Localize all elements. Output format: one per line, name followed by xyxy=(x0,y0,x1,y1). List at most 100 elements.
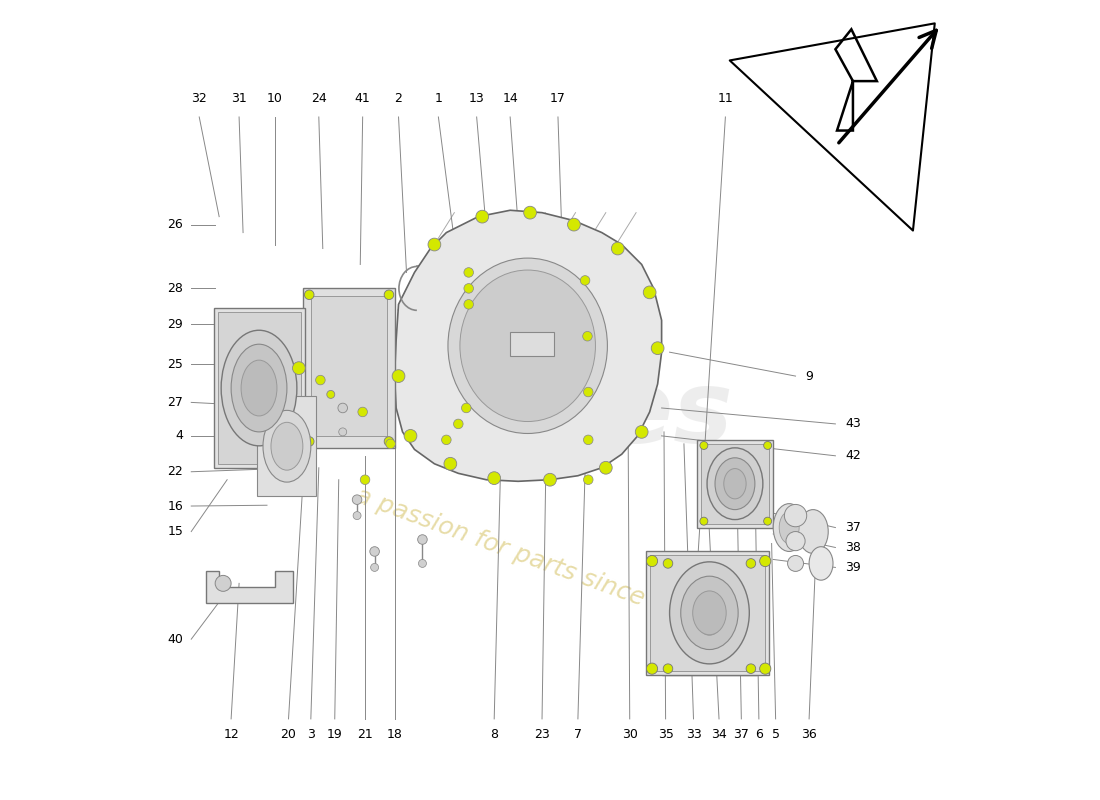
Circle shape xyxy=(464,299,473,309)
Circle shape xyxy=(524,206,537,219)
Circle shape xyxy=(358,407,367,417)
Ellipse shape xyxy=(695,595,724,635)
Text: 27: 27 xyxy=(167,396,184,409)
Text: 33: 33 xyxy=(685,729,702,742)
Circle shape xyxy=(647,663,658,674)
Circle shape xyxy=(464,284,473,293)
Circle shape xyxy=(583,331,592,341)
Ellipse shape xyxy=(681,576,738,650)
Circle shape xyxy=(583,435,593,445)
Text: 19: 19 xyxy=(327,729,342,742)
Text: 13: 13 xyxy=(469,92,484,105)
Circle shape xyxy=(583,387,593,397)
Circle shape xyxy=(404,430,417,442)
Circle shape xyxy=(305,290,314,299)
Ellipse shape xyxy=(670,562,749,664)
Circle shape xyxy=(353,512,361,519)
Circle shape xyxy=(293,362,306,374)
Text: 39: 39 xyxy=(845,561,860,574)
Text: 8: 8 xyxy=(491,729,498,742)
Circle shape xyxy=(453,419,463,429)
Circle shape xyxy=(600,462,613,474)
Ellipse shape xyxy=(271,422,303,470)
Text: 25: 25 xyxy=(167,358,184,370)
Text: 23: 23 xyxy=(535,729,550,742)
Circle shape xyxy=(786,531,805,550)
Circle shape xyxy=(760,663,771,674)
Ellipse shape xyxy=(773,504,805,551)
Circle shape xyxy=(476,210,488,223)
Bar xyxy=(311,296,386,436)
Circle shape xyxy=(339,428,346,436)
Bar xyxy=(510,332,554,356)
Text: 29: 29 xyxy=(167,318,184,330)
Circle shape xyxy=(371,563,378,571)
Circle shape xyxy=(384,290,394,299)
Text: 4: 4 xyxy=(175,430,184,442)
Circle shape xyxy=(487,472,500,485)
Text: 14: 14 xyxy=(503,92,518,105)
Text: 10: 10 xyxy=(267,92,283,105)
Text: 11: 11 xyxy=(717,92,734,105)
Text: 7: 7 xyxy=(574,729,582,742)
Text: 16: 16 xyxy=(167,499,184,513)
Ellipse shape xyxy=(448,258,607,434)
Circle shape xyxy=(392,370,405,382)
Text: 32: 32 xyxy=(191,92,207,105)
Ellipse shape xyxy=(673,567,746,663)
Polygon shape xyxy=(395,210,661,482)
Circle shape xyxy=(384,437,394,446)
Circle shape xyxy=(352,495,362,505)
Text: 2: 2 xyxy=(395,92,403,105)
Circle shape xyxy=(700,517,708,525)
Text: 37: 37 xyxy=(845,521,861,534)
Bar xyxy=(661,555,757,675)
Circle shape xyxy=(386,439,395,449)
Bar xyxy=(256,396,317,496)
Circle shape xyxy=(216,575,231,591)
Text: 22: 22 xyxy=(167,466,184,478)
Text: 38: 38 xyxy=(845,541,861,554)
Ellipse shape xyxy=(231,344,287,432)
Circle shape xyxy=(568,218,581,231)
Circle shape xyxy=(760,555,771,566)
Text: 5: 5 xyxy=(771,729,780,742)
Ellipse shape xyxy=(693,591,726,634)
Ellipse shape xyxy=(810,546,833,580)
Circle shape xyxy=(316,375,326,385)
Circle shape xyxy=(464,268,473,278)
Circle shape xyxy=(462,403,471,413)
Circle shape xyxy=(636,426,648,438)
Text: euro: euro xyxy=(358,335,615,433)
Text: 6: 6 xyxy=(755,729,762,742)
Text: 37: 37 xyxy=(734,729,749,742)
Text: 36: 36 xyxy=(801,729,817,742)
Circle shape xyxy=(583,475,593,485)
Ellipse shape xyxy=(715,458,755,510)
Ellipse shape xyxy=(685,582,734,649)
Circle shape xyxy=(746,558,756,568)
Circle shape xyxy=(663,558,673,568)
Text: 17: 17 xyxy=(550,92,565,105)
Circle shape xyxy=(651,342,664,354)
Bar xyxy=(213,308,306,468)
Ellipse shape xyxy=(221,330,297,446)
Text: 41: 41 xyxy=(355,92,371,105)
Text: 9: 9 xyxy=(805,370,813,382)
Bar xyxy=(666,559,754,671)
Circle shape xyxy=(305,437,314,446)
Circle shape xyxy=(428,238,441,251)
Circle shape xyxy=(543,474,557,486)
Circle shape xyxy=(581,276,590,285)
Ellipse shape xyxy=(707,448,763,519)
Text: 18: 18 xyxy=(386,729,403,742)
Ellipse shape xyxy=(460,270,595,422)
Ellipse shape xyxy=(263,410,311,482)
Polygon shape xyxy=(206,571,294,603)
Ellipse shape xyxy=(798,510,828,554)
Bar xyxy=(702,444,769,523)
Text: 43: 43 xyxy=(845,418,860,430)
Circle shape xyxy=(338,403,348,413)
Circle shape xyxy=(644,286,656,298)
Circle shape xyxy=(370,546,379,556)
